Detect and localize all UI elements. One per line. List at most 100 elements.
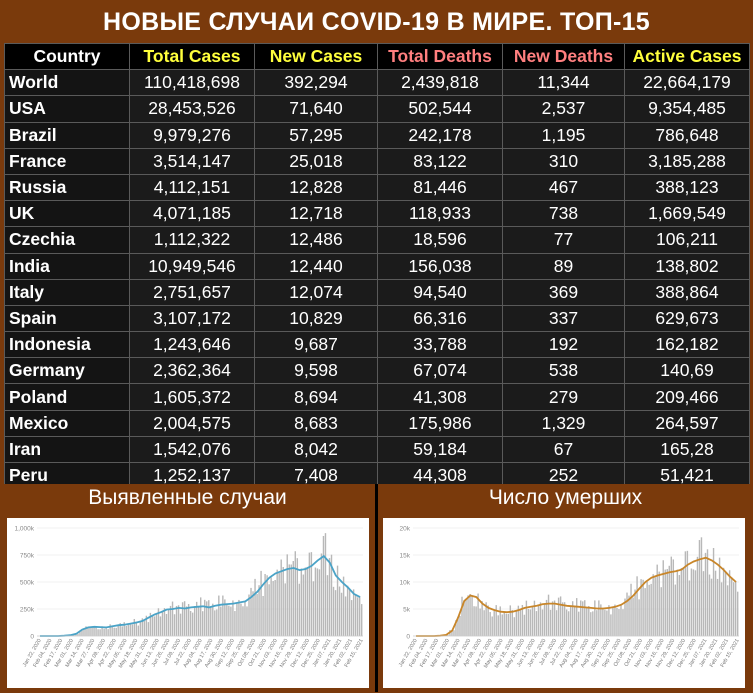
daily-bar	[695, 570, 696, 636]
country-cell: Iran	[5, 436, 130, 462]
daily-bar	[731, 577, 732, 636]
daily-bar	[516, 610, 517, 636]
daily-bar	[542, 610, 543, 636]
daily-bar	[272, 581, 273, 636]
daily-bar	[604, 610, 605, 636]
daily-bar	[246, 606, 247, 636]
daily-bar	[568, 611, 569, 636]
daily-bar	[659, 572, 660, 636]
daily-bar	[671, 557, 672, 636]
daily-bar	[616, 608, 617, 636]
daily-bar	[508, 614, 509, 636]
value-cell: 12,718	[255, 201, 378, 227]
daily-bar	[632, 598, 633, 636]
daily-bar	[117, 626, 118, 636]
value-cell: 1,195	[503, 122, 625, 148]
daily-bar	[138, 626, 139, 636]
value-cell: 337	[503, 305, 625, 331]
daily-bar	[506, 614, 507, 636]
daily-bar	[574, 607, 575, 636]
daily-bar	[202, 611, 203, 636]
daily-bar	[295, 551, 296, 636]
value-cell: 1,329	[503, 410, 625, 436]
value-cell: 138,802	[625, 253, 750, 279]
daily-bar	[254, 579, 255, 636]
country-cell: Czechia	[5, 227, 130, 253]
daily-bar	[709, 575, 710, 636]
daily-bar	[170, 606, 171, 636]
daily-bar	[285, 583, 286, 636]
value-cell: 738	[503, 201, 625, 227]
value-cell: 83,122	[378, 148, 503, 174]
daily-bar	[107, 629, 108, 636]
daily-bar	[715, 571, 716, 636]
daily-bar	[99, 629, 100, 636]
country-cell: USA	[5, 96, 130, 122]
header-country: Country	[5, 44, 130, 70]
value-cell: 110,418,698	[130, 70, 255, 96]
daily-bar	[552, 601, 553, 636]
country-cell: India	[5, 253, 130, 279]
daily-bar	[638, 599, 639, 636]
daily-bar	[725, 572, 726, 636]
daily-bar	[648, 585, 649, 636]
value-cell: 4,071,185	[130, 201, 255, 227]
value-cell: 12,440	[255, 253, 378, 279]
daily-bar	[168, 609, 169, 636]
daily-bar	[349, 589, 350, 636]
daily-bar	[351, 600, 352, 636]
daily-bar	[353, 589, 354, 636]
daily-bar	[473, 606, 474, 636]
value-cell: 165,28	[625, 436, 750, 462]
daily-bar	[502, 614, 503, 636]
daily-bar	[186, 606, 187, 636]
daily-bar	[301, 568, 302, 636]
value-cell: 41,308	[378, 384, 503, 410]
daily-bar	[240, 604, 241, 636]
daily-bar	[303, 575, 304, 636]
daily-bar	[578, 612, 579, 636]
daily-bar	[602, 609, 603, 636]
daily-bar	[562, 602, 563, 636]
daily-bar	[548, 595, 549, 636]
daily-bar	[122, 626, 123, 636]
y-tick-label: 750k	[20, 553, 35, 560]
daily-bar	[721, 582, 722, 636]
value-cell: 279	[503, 384, 625, 410]
cases-chart-title: Выявленные случаи	[0, 486, 375, 510]
page-title: НОВЫЕ СЛУЧАИ COVID-19 В МИРЕ. ТОП-15	[0, 0, 753, 44]
deaths-chart-title: Число умерших	[378, 486, 753, 510]
value-cell: 156,038	[378, 253, 503, 279]
daily-bar	[560, 596, 561, 636]
daily-bar	[592, 611, 593, 636]
daily-bar	[83, 629, 84, 636]
daily-bar	[667, 569, 668, 636]
daily-bar	[665, 570, 666, 636]
value-cell: 538	[503, 358, 625, 384]
daily-bar	[610, 614, 611, 636]
daily-bar	[644, 588, 645, 636]
daily-bar	[512, 610, 513, 636]
panel-divider	[375, 484, 378, 692]
value-cell: 1,112,322	[130, 227, 255, 253]
daily-bar	[208, 600, 209, 636]
value-cell: 192	[503, 332, 625, 358]
daily-bar	[608, 605, 609, 636]
daily-bar	[252, 591, 253, 636]
daily-bar	[323, 536, 324, 636]
country-cell: Indonesia	[5, 332, 130, 358]
value-cell: 2,362,364	[130, 358, 255, 384]
value-cell: 4,112,151	[130, 174, 255, 200]
daily-bar	[335, 590, 336, 636]
daily-bar	[669, 566, 670, 636]
daily-bar	[489, 612, 490, 636]
y-tick-label: 15k	[400, 553, 411, 560]
daily-bar	[584, 600, 585, 636]
daily-bar	[475, 606, 476, 636]
